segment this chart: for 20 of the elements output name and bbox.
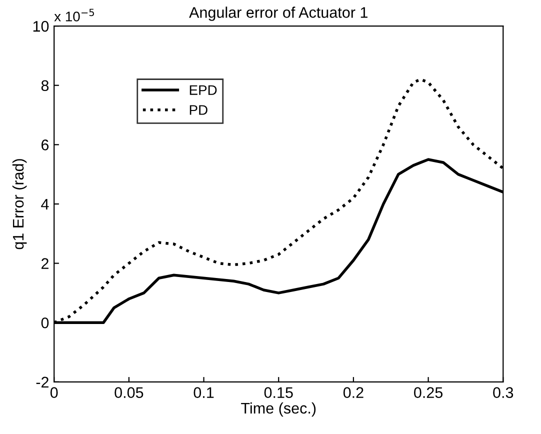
x-tick-label: 0.25 — [414, 387, 443, 398]
y-tick-label: 8 — [41, 80, 49, 92]
y-axis-title: q1 Error (rad) — [12, 159, 27, 250]
text: x 10$^{−5}$ — [54, 8, 94, 22]
y-tick-label: 4 — [41, 199, 49, 210]
x-axis-title: Time (sec.) — [241, 402, 316, 417]
chart-title: Angular error of Actuator 1 — [189, 6, 368, 21]
x-tick-label: 0.05 — [114, 387, 144, 398]
y-tick-label: 6 — [42, 140, 49, 150]
y-tick-label: 0 — [41, 317, 49, 328]
y-tick-label: 10 — [33, 20, 49, 32]
x-tick-label: 0.15 — [264, 387, 293, 398]
x-tick-label: 0.2 — [343, 387, 364, 398]
x-tick-label: 0 — [50, 387, 58, 398]
y-tick-label: -2 — [36, 376, 48, 388]
x-tick-label: 0.1 — [194, 387, 214, 398]
x-tick-label: 0.3 — [493, 387, 514, 398]
y-tick-label: 2 — [42, 258, 48, 269]
legend-label: PD — [190, 105, 208, 115]
legend-label: EPD — [190, 85, 217, 95]
